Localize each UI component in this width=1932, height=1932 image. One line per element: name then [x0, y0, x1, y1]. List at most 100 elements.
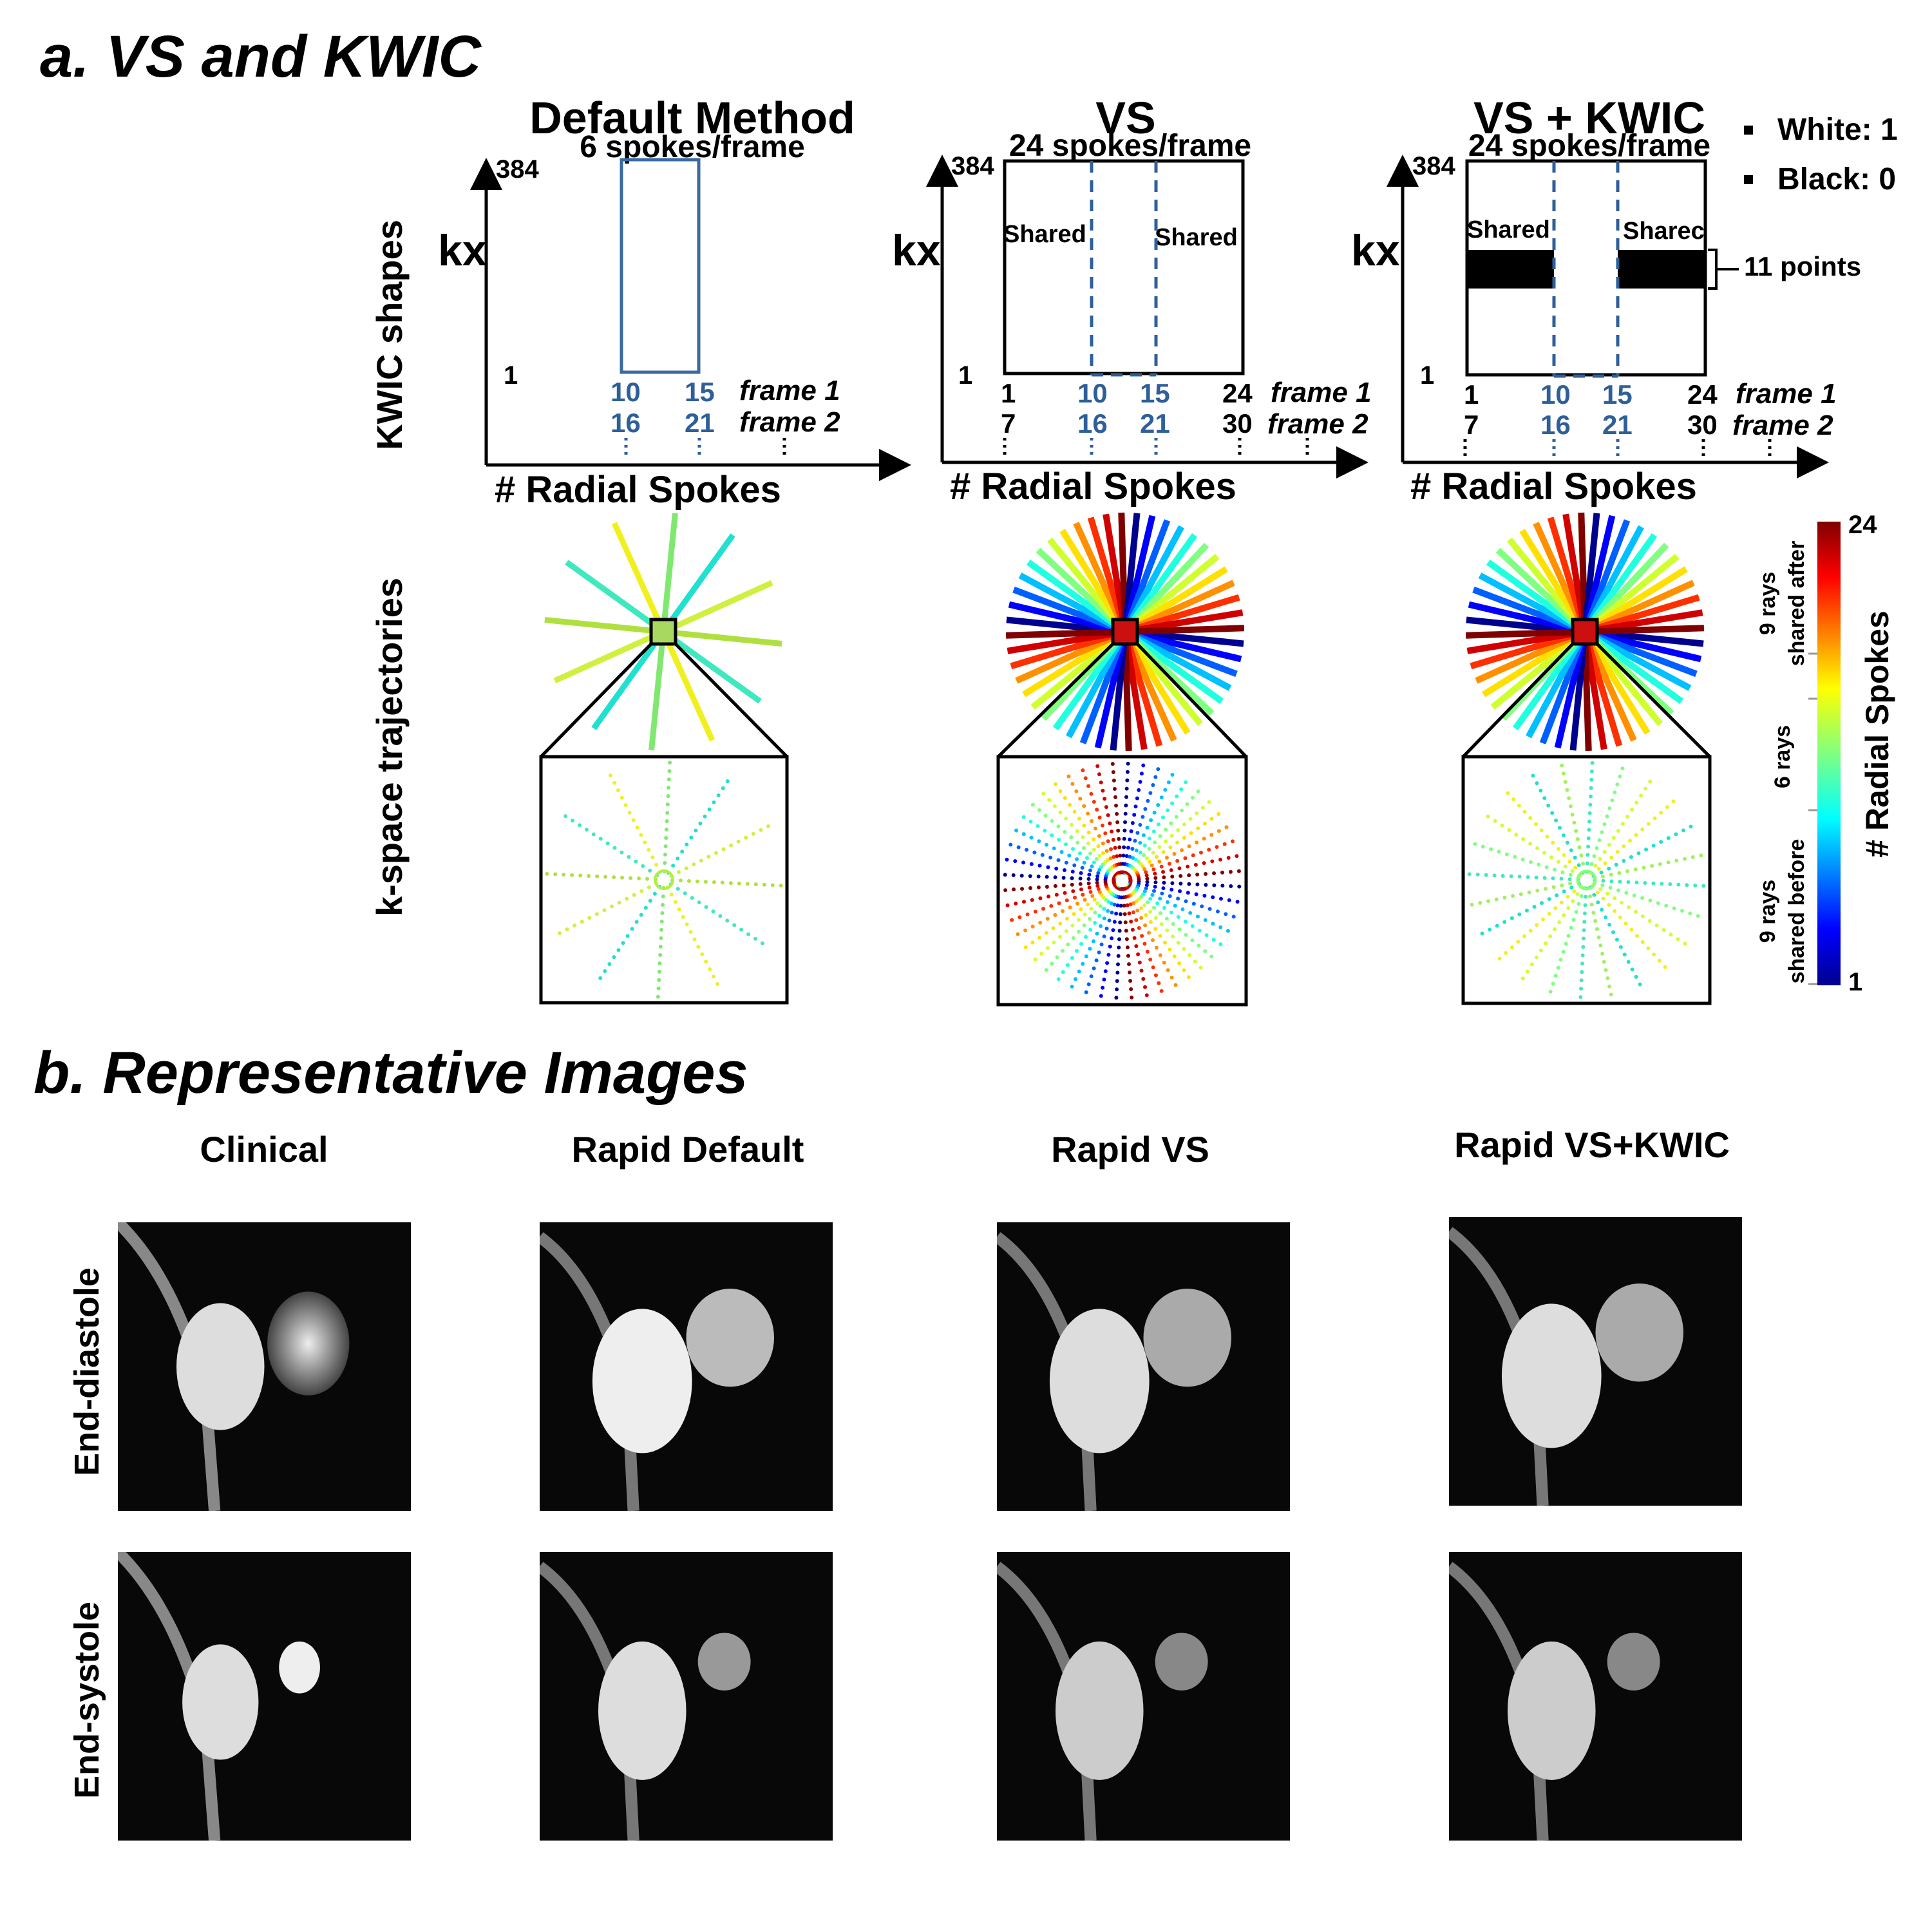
kspace-sample [1032, 850, 1037, 855]
kspace-sample [700, 952, 705, 956]
ybottom-default: 1 [504, 361, 518, 390]
kspace-sample [1588, 794, 1593, 799]
kspace-sample [1020, 887, 1025, 891]
kspace-sample [1630, 967, 1634, 972]
zoom-default [539, 618, 789, 1005]
kspace-sample [1176, 914, 1180, 919]
kspace-sample [1095, 877, 1099, 882]
kspace-sample [1151, 889, 1156, 893]
kspace-sample [1197, 929, 1202, 933]
kspace-sample [1005, 857, 1009, 862]
kspace-sample [1086, 841, 1091, 846]
tick-f2-c-vs: 21 [1140, 408, 1170, 439]
kspace-sample [625, 896, 629, 901]
kspace-sample [1068, 905, 1072, 910]
tick-f1-d-vs: 24 [1222, 378, 1253, 408]
kspace-sample [1149, 818, 1153, 822]
legend-white: White: 1 [1777, 113, 1898, 147]
kspace-sample [1160, 891, 1164, 896]
kspace-sample [1082, 923, 1086, 927]
kspace-sample [634, 920, 639, 924]
kspace-sample [1671, 799, 1676, 804]
kspace-sample [1033, 957, 1037, 961]
kspace-sample [1218, 942, 1223, 947]
tick-f2-b-vs: 16 [1077, 408, 1108, 439]
kspace-sample [1090, 819, 1094, 823]
kspace-sample [1138, 780, 1142, 784]
kspace-sample [1137, 897, 1141, 902]
kspace-sample [1235, 854, 1239, 858]
kspace-sample [1147, 836, 1151, 840]
kspace-sample [1071, 847, 1075, 851]
kspace-sample [692, 937, 697, 942]
kspace-sample [1539, 828, 1544, 833]
kspace-sample [1170, 975, 1174, 980]
kspace-sample [1044, 968, 1048, 972]
kspace-sample [1038, 920, 1043, 925]
img-col-rapid-default: Rapid Default [571, 1129, 804, 1170]
kspace-sample [1078, 882, 1083, 886]
kspace-sample [1093, 921, 1097, 925]
kspace-sample [1075, 840, 1080, 845]
kspace-sample [1030, 940, 1035, 945]
kspace-sample [1218, 857, 1223, 862]
kspace-center-ring [1112, 870, 1133, 891]
kspace-sample [1089, 791, 1094, 796]
kspace-sample [1633, 867, 1638, 872]
kspace-sample [1097, 950, 1101, 954]
kspace-sample [1565, 840, 1569, 845]
kspace-sample [1044, 931, 1048, 935]
kspace-sample [1563, 864, 1567, 869]
kspace-sample [1148, 791, 1153, 795]
kspace-sample [1168, 845, 1173, 849]
kspace-sample [677, 907, 681, 912]
kspace-sample [1556, 860, 1560, 864]
points-label-vs-kwic: 11 points [1744, 251, 1862, 281]
kspace-sample [1052, 846, 1056, 851]
colorbar-top-label: 24 [1848, 511, 1877, 539]
ytop-vs: 384 [951, 152, 994, 180]
kspace-sample [1164, 916, 1169, 921]
kspace-sample [1582, 928, 1586, 933]
kspace-sample [657, 969, 661, 974]
kspace-sample [1507, 828, 1511, 832]
colorbar-bottom-label: 1 [1848, 968, 1863, 996]
kspace-sample [1106, 900, 1111, 904]
kspace-sample [1648, 898, 1653, 903]
kspace-sample [1038, 896, 1043, 900]
kspace-sample [571, 819, 575, 823]
kspace-sample [1065, 916, 1069, 921]
vs-kwic-black-band-right [1618, 250, 1705, 289]
kspace-sample [1562, 889, 1566, 894]
kspace-sample [1580, 970, 1584, 974]
kspace-sample [707, 807, 712, 811]
kspace-sample [1033, 909, 1037, 914]
kspace-sample [1226, 855, 1231, 860]
kspace-sample [1145, 880, 1150, 884]
kspace-sample [1618, 774, 1622, 779]
kspace-sample [1170, 887, 1174, 892]
kspace-sample [656, 986, 661, 990]
kspace-sample [1124, 854, 1129, 858]
kspace-sample [1676, 937, 1680, 942]
kspace-sample [1187, 882, 1191, 886]
kspace-sample [1115, 820, 1120, 824]
kspace-sample [1674, 858, 1679, 863]
kspace-sample [678, 878, 683, 883]
kspace-sample [1021, 860, 1026, 865]
kspace-sample [1092, 898, 1097, 902]
kspace-sample [1539, 948, 1543, 952]
kspace-sample [1170, 934, 1175, 939]
kspace-sample [1222, 842, 1227, 846]
kspace-sample [627, 855, 631, 859]
kspace-sample [1129, 920, 1133, 924]
kspace-sample [1196, 789, 1200, 793]
ytop-default: 384 [496, 155, 539, 184]
kspace-sample [1153, 880, 1158, 885]
kspace-sample [732, 923, 737, 927]
kspace-sample [1182, 947, 1186, 951]
kspace-sample [1180, 808, 1184, 813]
kspace-sample [1648, 779, 1653, 784]
kspace-sample [1121, 853, 1126, 858]
kspace-sample [1075, 902, 1080, 906]
